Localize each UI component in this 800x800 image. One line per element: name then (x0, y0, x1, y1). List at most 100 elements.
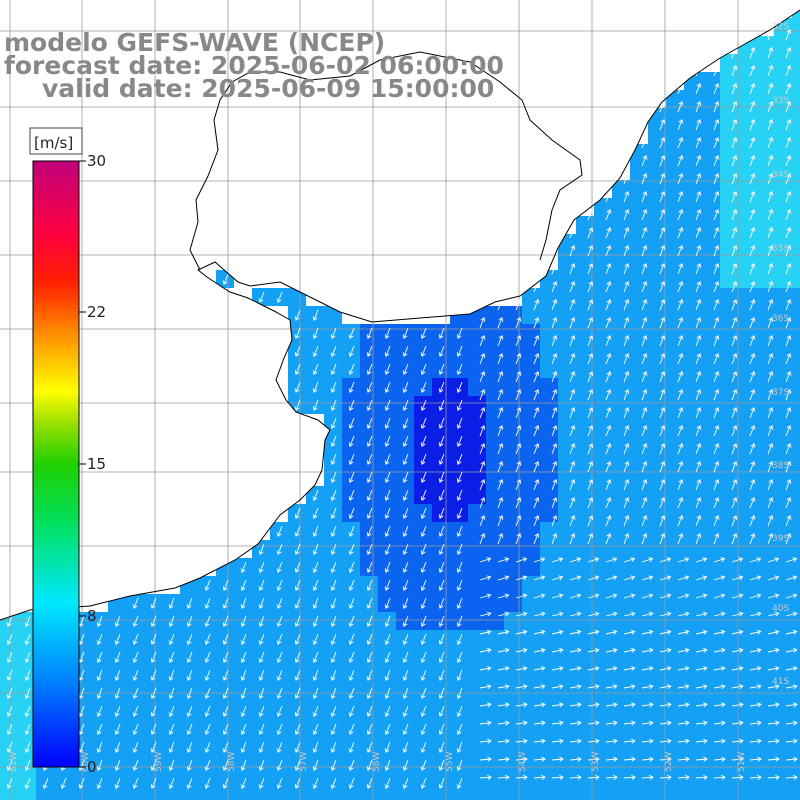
wind-speed-cell (522, 630, 540, 648)
wind-speed-cell (648, 720, 666, 738)
wind-speed-cell (594, 288, 612, 306)
arrow-icon (402, 741, 409, 753)
wind-speed-cell (414, 450, 432, 468)
wind-speed-cell (576, 414, 594, 432)
arrow-icon (551, 629, 564, 635)
arrow-icon (587, 515, 594, 527)
wind-speed-cell (216, 594, 234, 612)
arrow-icon (384, 363, 391, 375)
arrow-icon (695, 353, 702, 365)
wind-speed-cell (450, 396, 468, 414)
wind-speed-cell (666, 504, 684, 522)
wind-speed-cell (324, 450, 342, 468)
wind-speed-cell (720, 468, 738, 486)
wind-speed-cell (198, 630, 216, 648)
arrow-icon (731, 611, 744, 617)
wind-speed-cell (558, 720, 576, 738)
wind-speed-cell (702, 720, 720, 738)
wind-speed-cell (198, 756, 216, 774)
arrow-icon (731, 593, 744, 599)
wind-speed-cell (414, 432, 432, 450)
arrow-icon (186, 633, 193, 645)
arrow-icon (677, 720, 690, 726)
arrow-icon (605, 756, 618, 762)
wind-speed-cell (432, 756, 450, 774)
arrow-icon (767, 575, 780, 581)
arrow-icon (767, 371, 774, 383)
arrow-icon (677, 665, 690, 671)
arrow-icon (731, 629, 744, 635)
arrow-icon (695, 629, 708, 635)
arrow-icon (695, 227, 702, 239)
arrow-icon (515, 593, 528, 599)
arrow-icon (348, 723, 355, 735)
arrow-icon (533, 684, 546, 690)
wind-speed-cell (540, 360, 558, 378)
arrow-icon (456, 687, 463, 699)
wind-speed-cell (450, 378, 468, 396)
arrow-icon (767, 720, 780, 726)
wind-speed-cell (738, 540, 756, 558)
wind-speed-cell (342, 630, 360, 648)
arrow-icon (366, 615, 373, 627)
arrow-icon (587, 665, 600, 671)
arrow-icon (6, 615, 13, 627)
arrow-icon (150, 615, 157, 627)
wind-speed-cell (324, 432, 342, 450)
arrow-icon (420, 759, 427, 771)
arrow-icon (785, 407, 792, 419)
arrow-icon (785, 611, 798, 617)
arrow-icon (569, 335, 576, 347)
wind-speed-cell (0, 666, 18, 684)
arrow-icon (497, 533, 504, 545)
arrow-icon (677, 774, 690, 780)
arrow-icon (348, 669, 355, 681)
wind-speed-cell (720, 90, 738, 108)
arrow-icon (515, 497, 522, 509)
wind-speed-cell (774, 774, 792, 792)
arrow-icon (551, 335, 558, 347)
wind-speed-cell (468, 612, 486, 630)
wind-speed-cell (18, 666, 36, 684)
wind-speed-cell (630, 216, 648, 234)
arrow-icon (366, 723, 373, 735)
wind-speed-cell (450, 540, 468, 558)
wind-speed-cell (126, 792, 144, 800)
wind-speed-cell (720, 234, 738, 252)
wind-speed-cell (738, 792, 756, 800)
wind-speed-cell (774, 270, 792, 288)
wind-speed-cell (450, 324, 468, 342)
wind-speed-cell (486, 558, 504, 576)
arrow-icon (587, 245, 594, 257)
arrow-icon (479, 702, 492, 708)
wind-speed-cell (612, 558, 630, 576)
wind-speed-cell (774, 144, 792, 162)
arrow-icon (312, 525, 319, 537)
arrow-icon (713, 575, 726, 581)
arrow-icon (623, 533, 630, 545)
wind-speed-cell (144, 738, 162, 756)
arrow-icon (96, 687, 103, 699)
wind-speed-cell (162, 756, 180, 774)
arrow-icon (695, 738, 708, 744)
wind-speed-cell (630, 522, 648, 540)
arrow-icon (713, 227, 720, 239)
wind-speed-cell (432, 396, 450, 414)
arrow-icon (150, 669, 157, 681)
wind-speed-cell (558, 648, 576, 666)
arrow-icon (623, 443, 630, 455)
arrow-icon (533, 629, 546, 635)
wind-speed-cell (702, 414, 720, 432)
arrow-icon (258, 759, 265, 771)
arrow-icon (402, 705, 409, 717)
wind-speed-cell (342, 720, 360, 738)
wind-speed-cell (774, 792, 792, 800)
wind-speed-cell (792, 414, 800, 432)
wind-speed-cell (234, 702, 252, 720)
wind-speed-cell (594, 630, 612, 648)
arrow-icon (749, 738, 762, 744)
arrow-icon (402, 435, 409, 447)
arrow-icon (659, 353, 666, 365)
wind-speed-cell (162, 792, 180, 800)
arrow-icon (402, 561, 409, 573)
